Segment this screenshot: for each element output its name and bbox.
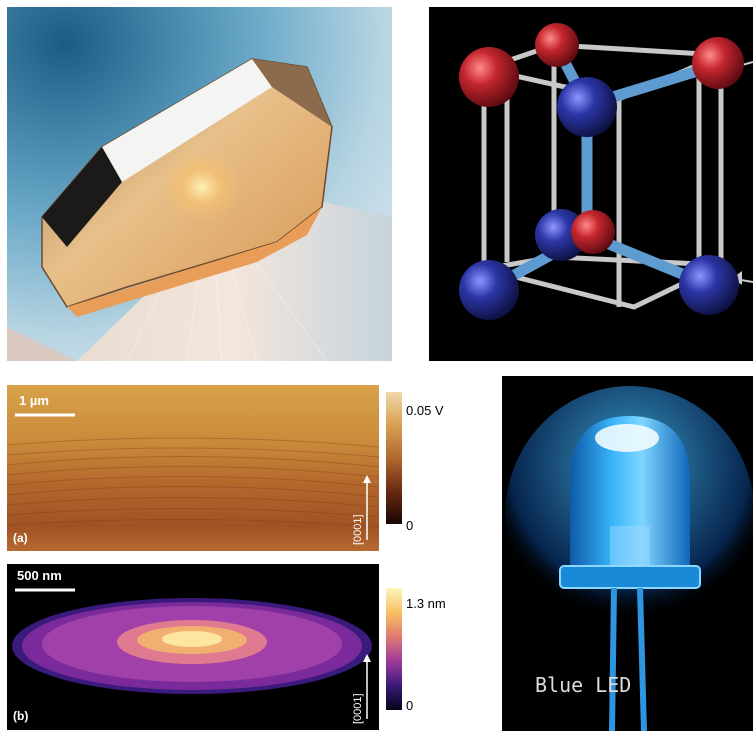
colorbar-b bbox=[386, 588, 402, 710]
scale-bar-label-a: 1 µm bbox=[19, 393, 49, 408]
colorbar-max-label-a: 0.05 V bbox=[406, 403, 444, 418]
atom-red bbox=[571, 210, 615, 254]
colorbar-min-label-b: 0 bbox=[406, 698, 414, 713]
blue-led-photo: Blue LED bbox=[502, 376, 753, 731]
atom-red bbox=[535, 23, 579, 67]
colorbar-max-label-b: 1.3 nm bbox=[406, 596, 446, 611]
atom-blue bbox=[557, 77, 617, 137]
atom-blue bbox=[459, 260, 519, 320]
colorbar-min-label-a: 0 bbox=[406, 518, 414, 533]
atom-red bbox=[459, 47, 519, 107]
afm-image-a: 1 µm (a) [0001] bbox=[7, 385, 379, 551]
panel-label-a: (a) bbox=[13, 531, 28, 545]
panel-label-b: (b) bbox=[13, 709, 29, 723]
direction-label-b: [0001] bbox=[352, 693, 364, 724]
crystal-structure-diagram bbox=[429, 7, 753, 361]
afm-image-b: 500 nm (b) [0001] bbox=[7, 564, 379, 730]
led-caption: Blue LED bbox=[535, 673, 632, 697]
crystal-photo bbox=[7, 7, 392, 361]
atom-red bbox=[692, 37, 744, 89]
scale-bar-label-b: 500 nm bbox=[17, 568, 62, 583]
atom-blue bbox=[679, 255, 739, 315]
colorbar-a bbox=[386, 392, 402, 524]
direction-label-a: [0001] bbox=[352, 514, 364, 545]
